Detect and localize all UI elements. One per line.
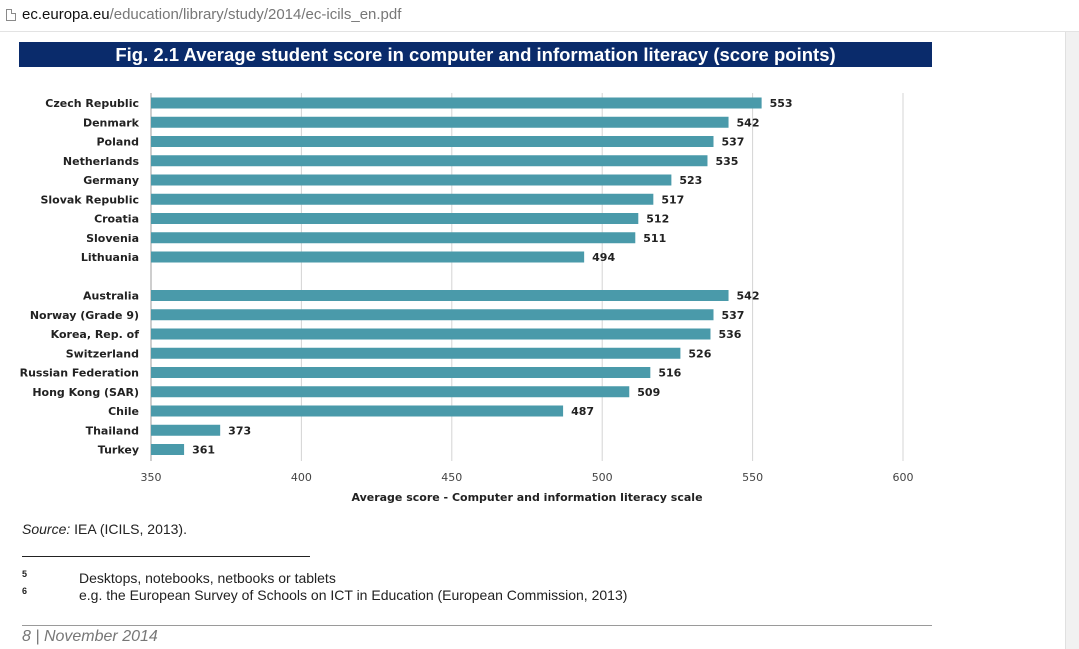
data-label: 517 xyxy=(661,193,684,206)
source-note: Source: IEA (ICILS, 2013). xyxy=(22,521,187,537)
category-label: Slovak Republic xyxy=(40,193,139,206)
data-label: 509 xyxy=(637,386,660,399)
url-host: ec.europa.eu xyxy=(22,6,110,23)
data-label: 512 xyxy=(646,213,669,226)
tick-label: 500 xyxy=(592,471,613,484)
source-label: Source: xyxy=(22,521,71,537)
tick-label: 450 xyxy=(441,471,462,484)
data-label: 523 xyxy=(679,174,702,187)
bar xyxy=(151,232,636,244)
category-label: Norway (Grade 9) xyxy=(30,309,139,322)
bar xyxy=(151,136,714,147)
bar xyxy=(151,213,639,224)
category-label: Slovenia xyxy=(86,232,139,245)
category-label: Poland xyxy=(96,136,139,149)
data-label: 494 xyxy=(592,251,615,264)
category-label: Croatia xyxy=(94,213,139,226)
category-label: Australia xyxy=(83,290,139,303)
category-label: Thailand xyxy=(86,424,139,437)
category-label: Korea, Rep. of xyxy=(51,328,140,341)
url-text[interactable]: ec.europa.eu/education/library/study/201… xyxy=(22,6,401,24)
tick-label: 600 xyxy=(893,471,914,484)
category-label: Lithuania xyxy=(81,251,139,264)
data-label: 536 xyxy=(718,328,741,341)
bar xyxy=(151,424,221,436)
data-label: 537 xyxy=(721,136,744,149)
page-footer: 8 | November 2014 xyxy=(22,628,158,645)
bar xyxy=(151,174,672,186)
tick-label: 550 xyxy=(742,471,763,484)
bar xyxy=(151,155,708,167)
bar xyxy=(151,347,681,359)
figure-title: Fig. 2.1 Average student score in comput… xyxy=(19,42,932,67)
bar xyxy=(151,116,729,128)
bar xyxy=(151,405,564,417)
footnote-5: Desktops, notebooks, netbooks or tablets xyxy=(79,570,336,586)
url-path: /education/library/study/2014/ec-icils_e… xyxy=(109,6,402,23)
data-label: 511 xyxy=(643,232,666,245)
bar xyxy=(151,193,654,205)
source-text: IEA (ICILS, 2013). xyxy=(70,521,187,537)
data-label: 553 xyxy=(770,97,793,110)
category-label: Chile xyxy=(108,405,139,418)
tick-label: 350 xyxy=(141,471,162,484)
x-axis-label: Average score - Computer and information… xyxy=(351,491,702,504)
data-label: 373 xyxy=(228,424,251,437)
address-bar[interactable]: ec.europa.eu/education/library/study/201… xyxy=(0,0,1079,32)
data-label: 516 xyxy=(658,367,681,380)
category-label: Hong Kong (SAR) xyxy=(32,386,139,399)
bar xyxy=(151,97,762,109)
category-label: Germany xyxy=(83,174,139,187)
data-label: 535 xyxy=(715,155,738,168)
footnote-number-5: 5 xyxy=(22,569,28,579)
footnote-number-6: 6 xyxy=(22,586,28,596)
bar xyxy=(151,290,729,301)
vertical-scrollbar[interactable] xyxy=(1065,32,1079,649)
bar xyxy=(151,251,585,263)
category-label: Denmark xyxy=(83,116,140,129)
category-label: Netherlands xyxy=(63,155,140,168)
page-footer-divider xyxy=(22,625,932,626)
bar xyxy=(151,309,714,321)
bar xyxy=(151,444,185,455)
data-label: 542 xyxy=(737,290,760,303)
document-icon xyxy=(6,9,16,21)
tick-label: 400 xyxy=(291,471,312,484)
bar xyxy=(151,386,630,398)
footnote-divider xyxy=(22,556,310,557)
category-label: Czech Republic xyxy=(45,97,139,110)
bar xyxy=(151,328,711,340)
data-label: 537 xyxy=(721,309,744,322)
data-label: 526 xyxy=(688,347,711,360)
category-label: Turkey xyxy=(98,444,139,457)
footnote-6: e.g. the European Survey of Schools on I… xyxy=(79,587,628,603)
category-label: Switzerland xyxy=(66,347,139,360)
data-label: 361 xyxy=(192,444,215,457)
data-label: 542 xyxy=(737,116,760,129)
bar xyxy=(151,367,651,378)
data-label: 487 xyxy=(571,405,594,418)
category-label: Russian Federation xyxy=(20,367,139,380)
